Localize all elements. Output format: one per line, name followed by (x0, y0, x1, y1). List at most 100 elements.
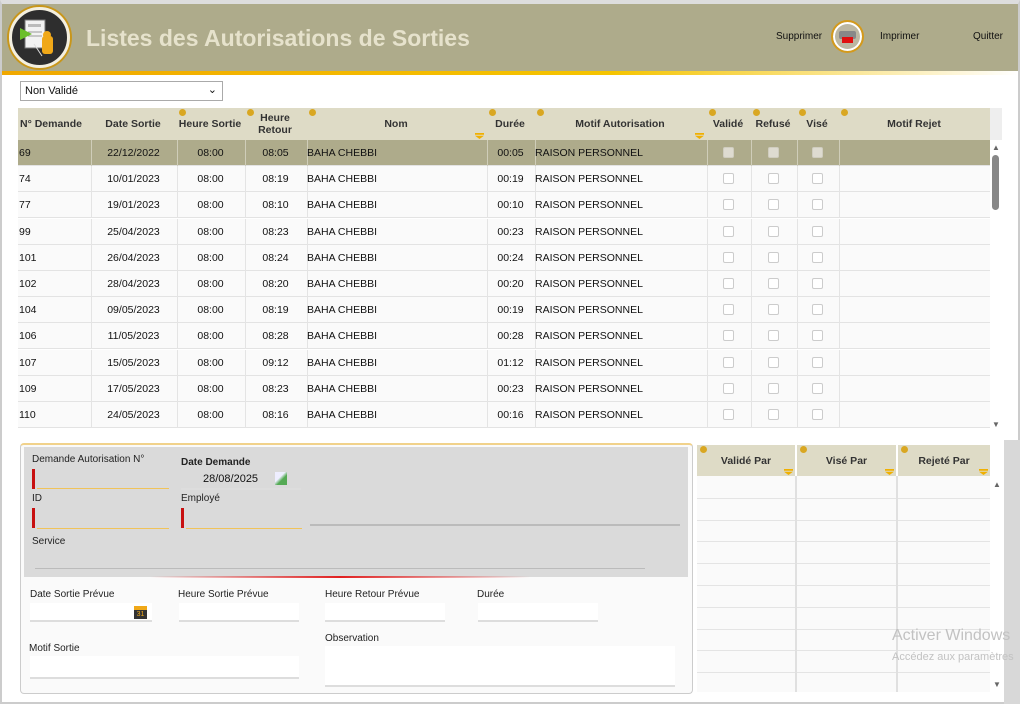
column-header-vise[interactable]: Visé (796, 108, 838, 140)
column-header-duree[interactable]: Durée (486, 108, 534, 140)
pin-icon[interactable] (799, 109, 806, 116)
column-header-date-sortie[interactable]: Date Sortie (90, 108, 176, 140)
column-header-valide[interactable]: Validé (706, 108, 750, 140)
table-row[interactable]: 69 22/12/2022 08:00 08:05 BAHA CHEBBI 00:05 RA… (18, 140, 992, 166)
table-row[interactable]: 99 25/04/2023 08:00 08:23 BAHA CHEBBI 00:23 RA… (18, 218, 992, 245)
checkbox-valide[interactable] (722, 304, 734, 316)
checkbox-refuse[interactable] (767, 199, 779, 211)
checkbox-refuse[interactable] (767, 382, 779, 394)
checkbox-refuse[interactable] (767, 304, 779, 316)
pin-icon[interactable] (709, 109, 716, 116)
table-row[interactable]: 106 11/05/2023 08:00 08:28 BAHA CHEBBI 00:28 R… (18, 323, 992, 350)
pin-icon[interactable] (247, 109, 254, 116)
table-row[interactable]: 104 09/05/2023 08:00 08:19 BAHA CHEBBI 00:19 R… (18, 297, 992, 324)
pin-icon[interactable] (179, 109, 186, 116)
checkbox-refuse[interactable] (767, 173, 779, 185)
table-row[interactable]: 109 17/05/2023 08:00 08:23 BAHA CHEBBI 00:23 R… (18, 375, 992, 402)
table-row[interactable]: 107 15/05/2023 08:00 09:12 BAHA CHEBBI 01:12 R… (18, 349, 992, 376)
delete-button[interactable]: Supprimer (776, 31, 823, 42)
status-filter-select[interactable]: Non Validé ⌄ (20, 81, 223, 101)
date-demande-input[interactable]: 28/08/2025 (181, 471, 301, 490)
checkbox-vise[interactable] (811, 173, 823, 185)
checkbox-vise[interactable] (811, 356, 823, 368)
sort-icon[interactable] (695, 133, 704, 139)
column-header-motif-rejet[interactable]: Motif Rejet (838, 108, 990, 140)
quit-button[interactable]: Quitter (973, 31, 1004, 42)
checkbox-vise[interactable] (811, 199, 823, 211)
column-header-heure-retour[interactable]: Heure Retour (244, 108, 306, 140)
checkbox-refuse[interactable] (767, 409, 779, 420)
cell-heure-sortie: 08:00 (176, 349, 246, 376)
checkbox-valide[interactable] (722, 330, 734, 342)
checkbox-vise[interactable] (811, 409, 823, 420)
demande-number-input[interactable] (37, 469, 169, 489)
page-scrollbar[interactable] (1004, 440, 1020, 704)
checkbox-refuse[interactable] (767, 251, 779, 263)
checkbox-vise[interactable] (811, 330, 823, 342)
checkbox-valide[interactable] (722, 382, 734, 394)
column-header-n-demande[interactable]: N° Demande (18, 108, 90, 140)
scroll-down-icon[interactable]: ▼ (992, 420, 1000, 429)
broken-image-icon[interactable] (275, 472, 287, 485)
checkbox-valide[interactable] (722, 278, 734, 289)
column-header-nom[interactable]: Nom (306, 108, 486, 140)
id-input[interactable] (37, 509, 169, 529)
table-row[interactable]: 102 28/04/2023 08:00 08:20 BAHA CHEBBI 00:20 R… (18, 271, 992, 297)
checkbox-valide[interactable] (722, 409, 734, 420)
checkbox-refuse[interactable] (767, 356, 779, 368)
print-button[interactable]: Imprimer (880, 31, 920, 42)
header-filler (990, 108, 1002, 140)
table-row[interactable]: 77 19/01/2023 08:00 08:10 BAHA CHEBBI 00:10 RA… (18, 192, 992, 219)
checkbox-valide[interactable] (722, 356, 734, 368)
checkbox-valide[interactable] (722, 147, 734, 158)
table-row[interactable]: 101 26/04/2023 08:00 08:24 BAHA CHEBBI 00:24 R… (18, 244, 992, 271)
checkbox-vise[interactable] (811, 304, 823, 316)
pin-icon[interactable] (489, 109, 496, 116)
employe-input[interactable] (186, 509, 302, 529)
heure-sortie-prevue-input[interactable] (179, 603, 299, 622)
service-input[interactable] (35, 568, 645, 569)
table-row[interactable]: 110 24/05/2023 08:00 08:16 BAHA CHEBBI 00:16 R… (18, 402, 992, 428)
column-header-motif-autorisation[interactable]: Motif Autorisation (534, 108, 706, 140)
employe-name-field[interactable] (310, 524, 680, 526)
table-row[interactable]: 74 10/01/2023 08:00 08:19 BAHA CHEBBI 00:19 RA… (18, 166, 992, 193)
observation-textarea[interactable] (325, 646, 675, 687)
checkbox-valide[interactable] (722, 225, 734, 237)
checkbox-valide[interactable] (722, 173, 734, 185)
checkbox-vise[interactable] (811, 278, 823, 289)
motif-sortie-input[interactable] (30, 656, 299, 679)
column-header-vise-par[interactable]: Visé Par (797, 445, 896, 476)
checkbox-vise[interactable] (811, 147, 823, 158)
scroll-up-icon[interactable]: ▲ (992, 143, 1000, 152)
column-divider (795, 476, 797, 692)
required-marker (32, 508, 35, 528)
column-header-rejete-par[interactable]: Rejeté Par (898, 445, 990, 476)
column-header-refuse[interactable]: Refusé (750, 108, 796, 140)
checkbox-vise[interactable] (811, 251, 823, 263)
column-header-valide-par[interactable]: Validé Par (697, 445, 795, 476)
checkbox-valide[interactable] (722, 199, 734, 211)
heure-retour-prevue-input[interactable] (325, 603, 445, 622)
pin-icon[interactable] (537, 109, 544, 116)
pin-icon[interactable] (309, 109, 316, 116)
scroll-down-icon[interactable]: ▼ (993, 680, 1001, 689)
duree-input[interactable] (478, 603, 598, 622)
pin-icon[interactable] (753, 109, 760, 116)
column-header-heure-sortie[interactable]: Heure Sortie (176, 108, 244, 140)
sort-icon[interactable] (475, 133, 484, 139)
pin-icon[interactable] (841, 109, 848, 116)
checkbox-refuse[interactable] (767, 147, 779, 158)
checkbox-refuse[interactable] (767, 278, 779, 289)
date-sortie-prevue-input[interactable] (30, 603, 152, 622)
cell-valide (706, 402, 752, 428)
calendar-icon[interactable]: 31 (134, 606, 147, 619)
checkbox-vise[interactable] (811, 225, 823, 237)
checkbox-refuse[interactable] (767, 225, 779, 237)
scroll-up-icon[interactable]: ▲ (993, 480, 1001, 489)
scrollbar-thumb[interactable] (992, 155, 999, 210)
checkbox-valide[interactable] (722, 251, 734, 263)
checkbox-vise[interactable] (811, 382, 823, 394)
checkbox-refuse[interactable] (767, 330, 779, 342)
table-scrollbar[interactable] (990, 140, 1002, 432)
printer-icon[interactable] (831, 20, 864, 53)
